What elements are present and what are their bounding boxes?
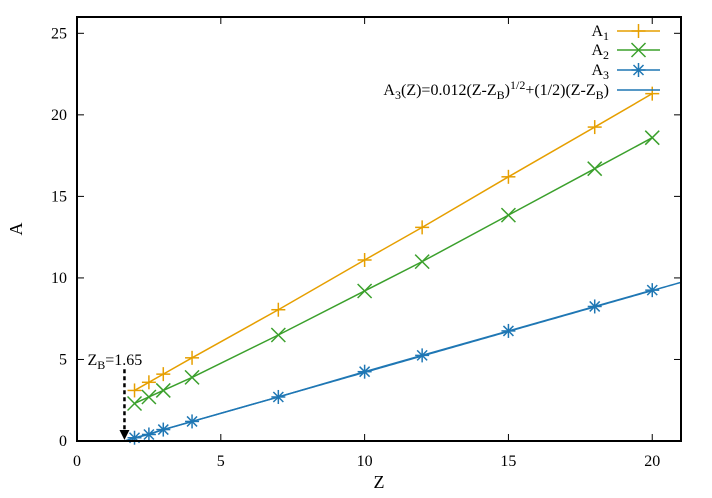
marker-stroke bbox=[630, 42, 647, 58]
y-tick-label: 5 bbox=[59, 351, 67, 368]
marker-stroke bbox=[126, 395, 143, 412]
marker-stroke bbox=[186, 415, 198, 427]
data-point bbox=[127, 383, 142, 398]
data-point bbox=[587, 161, 603, 177]
data-point bbox=[500, 207, 516, 223]
marker-stroke bbox=[589, 300, 601, 312]
legend-label: A3 bbox=[591, 62, 609, 82]
data-point bbox=[270, 327, 286, 343]
marker-stroke bbox=[359, 366, 371, 378]
data-point bbox=[644, 130, 660, 146]
data-point bbox=[414, 254, 430, 270]
data-point bbox=[271, 389, 286, 404]
legend-entry-4: A3(Z)=0.012(Z-ZB)1/2+(1/2)(Z-ZB) bbox=[383, 78, 660, 102]
axis-ticks: 0 5 10 15 20 0 5 10 15 20 25 bbox=[51, 17, 681, 470]
marker-stroke bbox=[502, 325, 514, 337]
annotation-layer: ZB=1.65 bbox=[87, 352, 142, 440]
series-line bbox=[134, 137, 653, 405]
legend-entry-2: A2 bbox=[591, 42, 660, 62]
x-tick-label: 5 bbox=[217, 453, 225, 470]
legend-label: A2 bbox=[591, 42, 609, 62]
data-point bbox=[645, 86, 660, 101]
data-point bbox=[156, 422, 171, 437]
series-line bbox=[134, 289, 653, 439]
marker-stroke bbox=[157, 424, 169, 436]
data-point bbox=[155, 382, 171, 398]
y-tick-label: 25 bbox=[51, 25, 67, 42]
data-point bbox=[357, 283, 373, 299]
marker-stroke bbox=[184, 369, 200, 385]
marker-stroke bbox=[414, 254, 430, 270]
marker-stroke bbox=[141, 389, 157, 405]
data-point bbox=[587, 120, 602, 135]
marker-stroke bbox=[143, 428, 155, 441]
data-point bbox=[141, 427, 156, 442]
x-tick-label: 10 bbox=[357, 453, 373, 470]
data-point bbox=[415, 348, 430, 363]
series-layer bbox=[126, 86, 660, 445]
marker-stroke bbox=[270, 327, 286, 343]
data-point bbox=[501, 323, 516, 338]
data-point bbox=[501, 169, 516, 184]
legend-swatch-marker bbox=[631, 24, 646, 38]
data-point bbox=[156, 367, 171, 382]
x-tick-label: 20 bbox=[644, 453, 660, 470]
series-1 bbox=[127, 86, 660, 398]
marker-stroke bbox=[632, 64, 645, 76]
data-point bbox=[587, 299, 602, 314]
data-point bbox=[127, 430, 142, 445]
data-point bbox=[126, 395, 143, 412]
data-point bbox=[141, 375, 156, 390]
x-tick-label: 0 bbox=[73, 453, 81, 470]
marker-stroke bbox=[416, 349, 428, 361]
legend-entry-1: A1 bbox=[591, 23, 660, 43]
marker-stroke bbox=[155, 382, 171, 398]
x-tick-label: 15 bbox=[500, 453, 516, 470]
legend-label: A1 bbox=[591, 23, 609, 43]
y-tick-label: 10 bbox=[51, 270, 67, 287]
annotation-arrow-head bbox=[119, 430, 130, 440]
series-line bbox=[134, 93, 653, 392]
x-axis-label: Z bbox=[374, 472, 385, 492]
data-point bbox=[645, 283, 660, 298]
marker-stroke bbox=[646, 284, 658, 296]
data-point bbox=[185, 414, 200, 429]
marker-stroke bbox=[500, 207, 516, 223]
marker-stroke bbox=[272, 391, 284, 403]
data-point bbox=[141, 389, 157, 405]
legend-label: A3(Z)=0.012(Z-ZB)1/2+(1/2)(Z-ZB) bbox=[383, 78, 609, 102]
marker-stroke bbox=[644, 130, 660, 146]
data-point bbox=[357, 252, 372, 267]
data-point bbox=[271, 302, 286, 317]
y-tick-label: 0 bbox=[59, 433, 67, 450]
marker-stroke bbox=[587, 161, 603, 177]
y-tick-label: 15 bbox=[51, 188, 67, 205]
plot-area-frame bbox=[76, 16, 682, 442]
y-tick-label: 20 bbox=[51, 107, 67, 124]
legend-swatch-marker bbox=[630, 42, 647, 58]
data-point bbox=[357, 364, 372, 379]
marker-stroke bbox=[357, 283, 373, 299]
annotation-zb-label: ZB=1.65 bbox=[87, 352, 142, 372]
legend-swatch-marker bbox=[631, 63, 646, 77]
data-point bbox=[415, 220, 430, 235]
series-2 bbox=[126, 130, 660, 412]
legend-entry-3: A3 bbox=[591, 62, 660, 82]
data-point bbox=[184, 369, 200, 385]
data-point bbox=[185, 350, 200, 365]
series-3 bbox=[127, 283, 660, 445]
y-axis-label: A bbox=[6, 223, 26, 236]
